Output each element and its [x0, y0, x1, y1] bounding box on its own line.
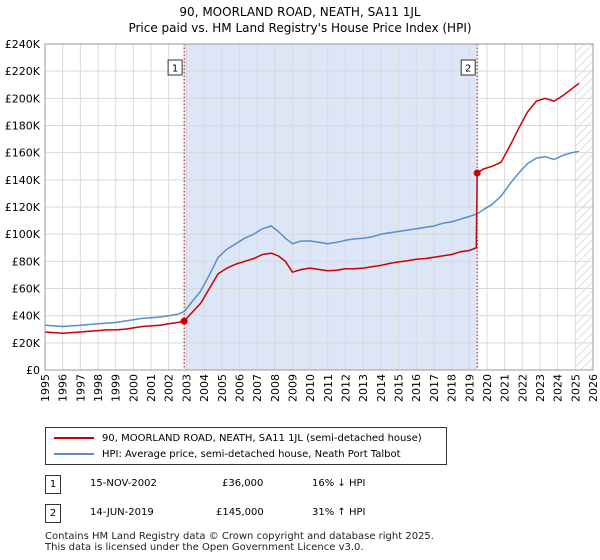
x-tick-label: 2020 — [481, 374, 494, 402]
x-tick-label: 2001 — [145, 374, 158, 402]
hpi-line — [44, 150, 580, 328]
price-paid-line — [44, 82, 580, 335]
transaction-number: 2 — [45, 504, 61, 523]
sale-point — [180, 317, 188, 325]
x-tick-label: 1996 — [57, 374, 70, 402]
transaction-hpi-diff: 16% ↓ HPI — [312, 478, 366, 489]
transaction-row: 1 15-NOV-2002 £36,000 16% ↓ HPI — [0, 475, 600, 497]
legend-item-hpi: HPI: Average price, semi-detached house,… — [46, 446, 401, 462]
y-tick-label: £240K — [5, 38, 41, 51]
legend-item-price: 90, MOORLAND ROAD, NEATH, SA11 1JL (semi… — [46, 430, 422, 446]
x-tick-label: 2011 — [322, 374, 335, 402]
x-tick-label: 2008 — [269, 374, 282, 402]
x-tick-label: 2019 — [463, 374, 476, 402]
x-tick-label: 2010 — [304, 374, 317, 402]
sale-point — [473, 169, 481, 177]
marker-label: 2 — [465, 64, 471, 75]
x-tick-label: 2024 — [552, 374, 565, 402]
x-tick-label: 2012 — [340, 374, 353, 402]
marker-box — [460, 59, 476, 76]
legend-label-price: 90, MOORLAND ROAD, NEATH, SA11 1JL (semi… — [102, 432, 422, 444]
x-tick-label: 2025 — [569, 374, 582, 402]
x-tick-label: 2009 — [286, 374, 299, 402]
x-tick-label: 1999 — [110, 374, 123, 402]
y-tick-label: £40K — [12, 310, 41, 323]
x-tick-label: 2015 — [393, 374, 406, 402]
x-tick-label: 2006 — [233, 374, 246, 402]
y-tick-label: £120K — [5, 201, 41, 214]
marker-label: 1 — [172, 64, 178, 75]
transaction-hpi-diff: 31% ↑ HPI — [312, 507, 366, 518]
y-tick-label: £160K — [5, 147, 41, 160]
y-tick-label: £200K — [5, 92, 41, 105]
x-tick-label: 2003 — [180, 374, 193, 402]
transaction-date: 14-JUN-2019 — [90, 507, 154, 518]
x-tick-label: 2004 — [198, 374, 211, 402]
y-tick-label: £140K — [5, 174, 41, 187]
price-chart: 90, MOORLAND ROAD, NEATH, SA11 1JL Price… — [5, 5, 600, 402]
y-tick-label: £180K — [5, 120, 41, 133]
legend-swatch-hpi — [54, 453, 94, 455]
plot-frame — [44, 43, 594, 371]
x-tick-label: 2016 — [410, 374, 423, 402]
chart-subtitle: Price paid vs. HM Land Registry's House … — [128, 21, 471, 35]
x-tick-label: 2017 — [428, 374, 441, 402]
x-tick-label: 1997 — [74, 374, 87, 402]
transaction-date: 15-NOV-2002 — [90, 478, 157, 489]
x-tick-label: 2018 — [446, 374, 459, 402]
x-tick-label: 1998 — [92, 374, 105, 402]
transaction-number: 1 — [45, 475, 61, 494]
transaction-price: £36,000 — [222, 478, 264, 489]
x-tick-label: 2014 — [375, 374, 388, 402]
y-tick-label: £220K — [5, 65, 41, 78]
x-tick-label: 2021 — [499, 374, 512, 402]
legend-swatch-price — [54, 437, 94, 439]
y-tick-label: £0 — [26, 364, 40, 377]
x-tick-label: 1995 — [39, 374, 52, 402]
y-tick-label: £100K — [5, 228, 41, 241]
x-tick-label: 2007 — [251, 374, 264, 402]
footer-attribution: Contains HM Land Registry data © Crown c… — [45, 531, 434, 553]
x-tick-label: 2013 — [357, 374, 370, 402]
footer-line: This data is licensed under the Open Gov… — [45, 542, 364, 553]
footer-line: Contains HM Land Registry data © Crown c… — [45, 531, 434, 542]
legend-label-hpi: HPI: Average price, semi-detached house,… — [102, 448, 401, 460]
x-tick-label: 2023 — [534, 374, 547, 402]
legend: 90, MOORLAND ROAD, NEATH, SA11 1JL (semi… — [45, 427, 447, 465]
x-tick-label: 2000 — [127, 374, 140, 402]
marker-box — [167, 59, 183, 76]
x-tick-label: 2026 — [587, 374, 600, 402]
x-tick-label: 2002 — [163, 374, 176, 402]
transaction-price: £145,000 — [216, 507, 264, 518]
transaction-row: 2 14-JUN-2019 £145,000 31% ↑ HPI — [0, 504, 600, 526]
x-tick-label: 2005 — [216, 374, 229, 402]
y-tick-label: £60K — [12, 283, 41, 296]
y-tick-label: £80K — [12, 255, 41, 268]
chart-title: 90, MOORLAND ROAD, NEATH, SA11 1JL — [179, 5, 420, 19]
plot-area: £0 £20K £40K £60K £80K £100K £120K £140K £160K £1… — [5, 38, 600, 402]
x-tick-label: 2022 — [516, 374, 529, 402]
y-tick-label: £20K — [12, 337, 41, 350]
